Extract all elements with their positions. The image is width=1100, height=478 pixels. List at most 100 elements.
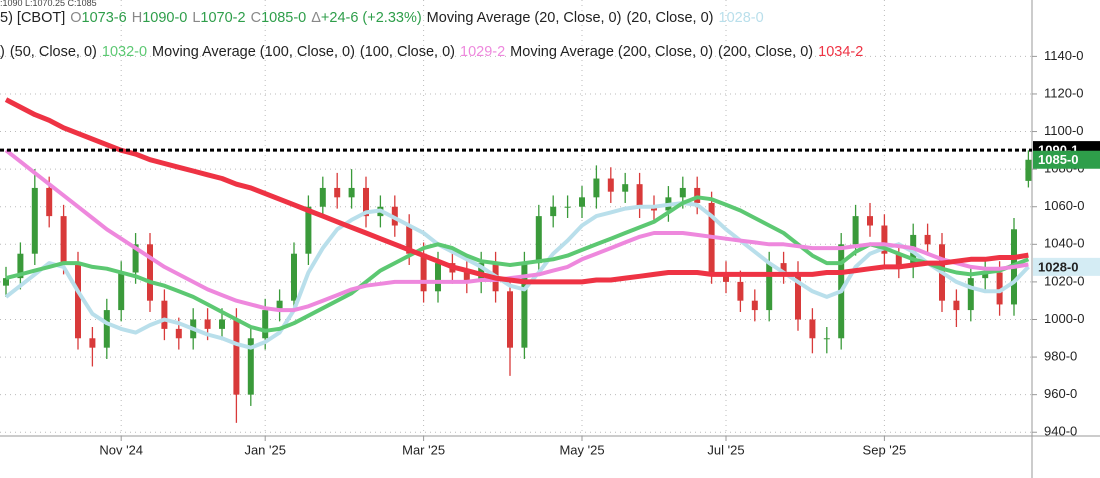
candle-body: [996, 272, 1003, 305]
candle-body: [967, 278, 974, 311]
candle-body: [262, 310, 269, 339]
candle-body: [723, 272, 729, 282]
candle-body: [348, 187, 355, 198]
candle-body: [1025, 159, 1032, 181]
moving-average-line: [4, 97, 1029, 285]
candle-body: [636, 184, 643, 207]
y-tick-label: 1140-0: [1044, 48, 1084, 63]
quote-key: Δ: [311, 10, 321, 26]
candle-body: [780, 263, 787, 273]
candle-body: [679, 187, 686, 198]
y-tick-label: 1040-0: [1044, 236, 1084, 251]
legend-line-1: 5) [CBOT] O1073-6 H1090-0 L1070-2 C1085-0 Δ+2…: [0, 10, 769, 26]
y-tick-label: 1060-0: [1044, 198, 1084, 213]
quote-key: O: [70, 10, 82, 26]
candle-body: [103, 310, 110, 348]
candle-body: [89, 338, 96, 348]
quote-value: 1070-2: [200, 10, 246, 26]
moving-average-line: [4, 201, 1030, 350]
candle-body: [75, 263, 81, 339]
candle-body: [175, 328, 182, 339]
candle-body: [31, 187, 38, 254]
candle-body: [953, 300, 960, 311]
candle-body: [363, 187, 369, 217]
candle-body: [219, 319, 225, 329]
candle-body: [118, 272, 125, 311]
candle-body: [132, 244, 139, 273]
candle-body: [823, 338, 830, 340]
candle-body: [463, 272, 470, 282]
y-tick-label: 1000-0: [1044, 311, 1084, 326]
legend-params: (50, Close, 0): [9, 44, 97, 60]
y-tick-label: 1100-0: [1044, 123, 1084, 138]
legend-line-2: ) (50, Close, 0) 1032-0 Moving Average (100…: [0, 44, 868, 60]
candle-body: [607, 178, 614, 192]
x-tick-label: Nov '24: [99, 442, 143, 457]
x-tick-label: Jul '25: [707, 442, 744, 457]
y-tick-label: 980-0: [1044, 349, 1077, 364]
x-tick-label: Mar '25: [402, 442, 445, 457]
legend-name: Moving Average (100, Close, 0): [152, 44, 355, 60]
quote-key: L: [192, 10, 201, 26]
y-tick-label: 940-0: [1044, 424, 1077, 439]
candle-body: [751, 300, 758, 311]
legend-name: Moving Average (200, Close, 0): [510, 44, 714, 60]
candle-body: [550, 206, 557, 217]
x-tick-label: Jan '25: [244, 442, 286, 457]
candle-body: [737, 281, 744, 301]
top-line: :1090 L:1070.25 C:1085: [0, 0, 97, 8]
moving-average-line: [5, 195, 1030, 333]
legend-name: ): [0, 44, 5, 60]
quote-value: 1073-6: [81, 10, 127, 26]
candle-body: [3, 278, 9, 286]
candle-body: [291, 253, 297, 301]
legend-params: (100, Close, 0): [359, 44, 456, 60]
candle-body: [305, 206, 312, 254]
quote-value: +24-6 (+2.33%): [320, 10, 422, 26]
candle-body: [852, 216, 859, 245]
candle-body: [60, 216, 67, 264]
candle-body: [924, 234, 931, 245]
y-tick-label: 1020-0: [1044, 273, 1084, 288]
candle-body: [507, 291, 513, 348]
candle-body: [406, 225, 413, 254]
quote-value: 1085-0: [261, 10, 307, 26]
candle-body: [766, 263, 773, 311]
candle-body: [46, 187, 53, 217]
candle-body: [881, 225, 888, 254]
moving-average-line: [4, 148, 1029, 313]
symbol: 5) [CBOT]: [0, 10, 66, 26]
price-label: 1085-0: [1038, 152, 1078, 167]
legend-value: 1029-2: [460, 44, 506, 60]
y-tick-label: 1120-0: [1044, 85, 1084, 100]
candle-body: [564, 206, 571, 208]
candle-body: [247, 338, 254, 395]
candle-body: [867, 216, 873, 226]
quote-value: 1090-0: [142, 10, 188, 26]
candle-body: [233, 319, 240, 395]
quote-key: C: [250, 10, 262, 26]
x-tick-label: May '25: [559, 442, 604, 457]
candle-body: [334, 187, 341, 198]
candle-body: [521, 263, 528, 348]
candle-body: [17, 253, 24, 279]
legend-value: 1028-0: [718, 10, 764, 26]
legend-value: 1034-2: [818, 44, 864, 60]
candle-body: [147, 244, 153, 301]
candle-body: [622, 184, 629, 192]
candle-body: [579, 197, 585, 207]
legend-value: 1032-0: [101, 44, 148, 60]
candle-body: [319, 187, 326, 207]
candle-body: [435, 263, 441, 292]
candle-body: [895, 253, 902, 267]
price-label: 1028-0: [1038, 259, 1078, 274]
candle-body: [161, 300, 168, 329]
legend-name: Moving Average (20, Close, 0): [426, 10, 622, 26]
candle-body: [420, 253, 427, 292]
y-tick-label: 960-0: [1044, 386, 1077, 401]
price-label-box: [1033, 150, 1100, 169]
candle-body: [795, 272, 801, 320]
x-tick-label: Sep '25: [863, 442, 907, 457]
